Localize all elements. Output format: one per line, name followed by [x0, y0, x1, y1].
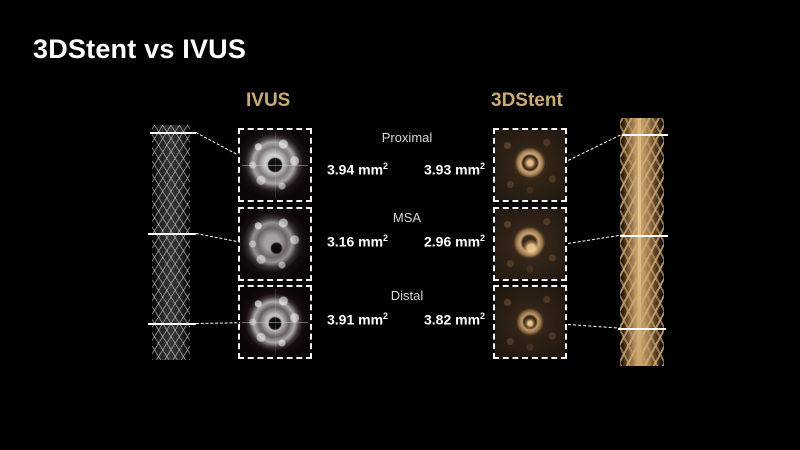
connector-left-msa — [195, 233, 242, 243]
ivus-speckle-distal — [240, 287, 310, 357]
ivus-cross-section-proximal[interactable] — [238, 128, 312, 202]
ivus-stent-mesh — [152, 125, 190, 360]
connector-right-proximal — [568, 134, 621, 161]
measurement-value: 3.91 mm — [327, 311, 384, 328]
marker-line-left-proximal — [150, 132, 196, 134]
3dstent-grain-proximal — [495, 130, 565, 200]
row-label-proximal: Proximal — [381, 130, 433, 145]
measurement-exponent: 2 — [480, 233, 486, 243]
measurement-value: 3.94 mm — [327, 161, 384, 178]
connector-right-msa — [568, 234, 624, 244]
measurement-exponent: 2 — [383, 233, 389, 243]
measurement-ivus-msa: 3.16 mm2 — [327, 233, 388, 250]
ivus-cross-section-distal[interactable] — [238, 285, 312, 359]
3dstent-grain-msa — [495, 209, 565, 279]
measurement-value: 2.96 mm — [424, 233, 481, 250]
marker-line-left-distal — [148, 323, 196, 325]
3dstent-longitudinal-panel — [620, 118, 664, 366]
measurement-ivus-distal: 3.91 mm2 — [327, 311, 388, 328]
3dstent-image-distal — [495, 287, 565, 357]
marker-line-left-msa — [148, 233, 196, 235]
3dstent-cross-section-msa[interactable] — [493, 207, 567, 281]
row-label-msa: MSA — [392, 210, 422, 225]
ivus-crosshair-proximal — [240, 130, 310, 200]
row-label-distal: Distal — [390, 288, 424, 303]
measurement-3dstent-msa: 2.96 mm2 — [424, 233, 485, 250]
marker-line-right-distal — [618, 328, 666, 330]
3dstent-grain-distal — [495, 287, 565, 357]
3dstent-image-proximal — [495, 130, 565, 200]
measurement-exponent: 2 — [480, 161, 486, 171]
page-title: 3DStent vs IVUS — [33, 34, 247, 64]
connector-right-distal — [567, 324, 622, 329]
ivus-speckle-msa — [240, 209, 310, 279]
measurement-exponent: 2 — [383, 161, 389, 171]
3dstent-cross-section-distal[interactable] — [493, 285, 567, 359]
ivus-cross-section-msa[interactable] — [238, 207, 312, 281]
marker-line-right-proximal — [622, 134, 668, 136]
connector-left-proximal — [195, 132, 237, 155]
measurement-exponent: 2 — [383, 311, 389, 321]
ivus-crosshair-distal — [240, 287, 310, 357]
connector-left-distal — [196, 322, 243, 324]
measurement-value: 3.82 mm — [424, 311, 481, 328]
measurement-3dstent-distal: 3.82 mm2 — [424, 311, 485, 328]
measurement-ivus-proximal: 3.94 mm2 — [327, 161, 388, 178]
3dstent-mesh — [620, 118, 664, 366]
ivus-speckle-proximal — [240, 130, 310, 200]
guidewire-line — [638, 118, 642, 366]
measurement-value: 3.16 mm — [327, 233, 384, 250]
3dstent-image-msa — [495, 209, 565, 279]
measurement-value: 3.93 mm — [424, 161, 481, 178]
measurement-exponent: 2 — [480, 311, 486, 321]
column-header-3dstent: 3DStent — [491, 90, 563, 111]
measurement-3dstent-proximal: 3.93 mm2 — [424, 161, 485, 178]
marker-line-right-msa — [620, 235, 668, 237]
ivus-longitudinal-panel — [152, 125, 190, 360]
column-header-ivus: IVUS — [246, 90, 291, 111]
3dstent-cross-section-proximal[interactable] — [493, 128, 567, 202]
